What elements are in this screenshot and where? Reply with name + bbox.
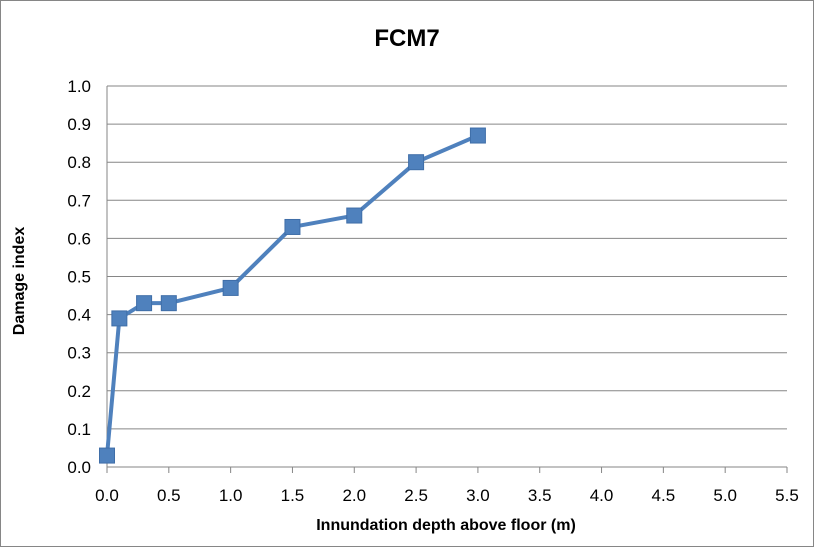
x-tick-label: 1.5 (281, 486, 305, 505)
x-tick-label: 4.5 (652, 486, 676, 505)
x-tick-labels: 0.0 0.5 1.0 1.5 2.0 2.5 3.0 3.5 4.0 4.5 5.0 5.5 (95, 486, 799, 505)
data-point-marker (222, 279, 239, 296)
data-point-marker (160, 295, 177, 312)
data-point-marker (99, 447, 115, 464)
x-tick-label: 3.5 (528, 486, 552, 505)
series-layer (99, 127, 486, 464)
x-tick-label: 1.0 (219, 486, 243, 505)
x-tick-label: 2.5 (404, 486, 428, 505)
y-tick-labels: 0.0 0.1 0.2 0.3 0.4 0.5 0.6 0.7 0.8 0.9 1.0 (67, 77, 91, 477)
data-point-marker (469, 127, 486, 144)
chart-title: FCM7 (374, 25, 439, 52)
y-tick-label: 0.4 (67, 306, 91, 325)
data-point-marker (111, 310, 128, 327)
data-point-marker (346, 207, 363, 224)
x-tick-label: 4.0 (590, 486, 614, 505)
x-tick-label: 5.0 (713, 486, 737, 505)
y-tick-label: 0.6 (67, 229, 91, 248)
data-point-marker (284, 218, 301, 235)
y-tick-label: 0.9 (67, 115, 91, 134)
x-tick-label: 0.0 (95, 486, 119, 505)
y-tick-label: 0.8 (67, 153, 91, 172)
y-tick-label: 0.0 (67, 458, 91, 477)
y-tick-label: 1.0 (67, 77, 91, 96)
y-tick-label: 0.1 (67, 420, 91, 439)
x-axis-label: Innundation depth above floor (m) (316, 517, 576, 534)
x-tick-label: 5.5 (775, 486, 799, 505)
y-axis-label: Damage index (11, 227, 28, 336)
x-tick-label: 3.0 (466, 486, 490, 505)
y-tick-label: 0.5 (67, 268, 91, 287)
y-tick-label: 0.3 (67, 344, 91, 363)
data-point-marker (408, 154, 425, 171)
x-tick-label: 0.5 (157, 486, 181, 505)
y-tick-label: 0.2 (67, 382, 91, 401)
y-tick-label: 0.7 (67, 191, 91, 210)
axes (106, 86, 788, 473)
grid-lines (107, 85, 787, 430)
x-tick-label: 2.0 (342, 486, 366, 505)
data-point-marker (136, 295, 153, 312)
